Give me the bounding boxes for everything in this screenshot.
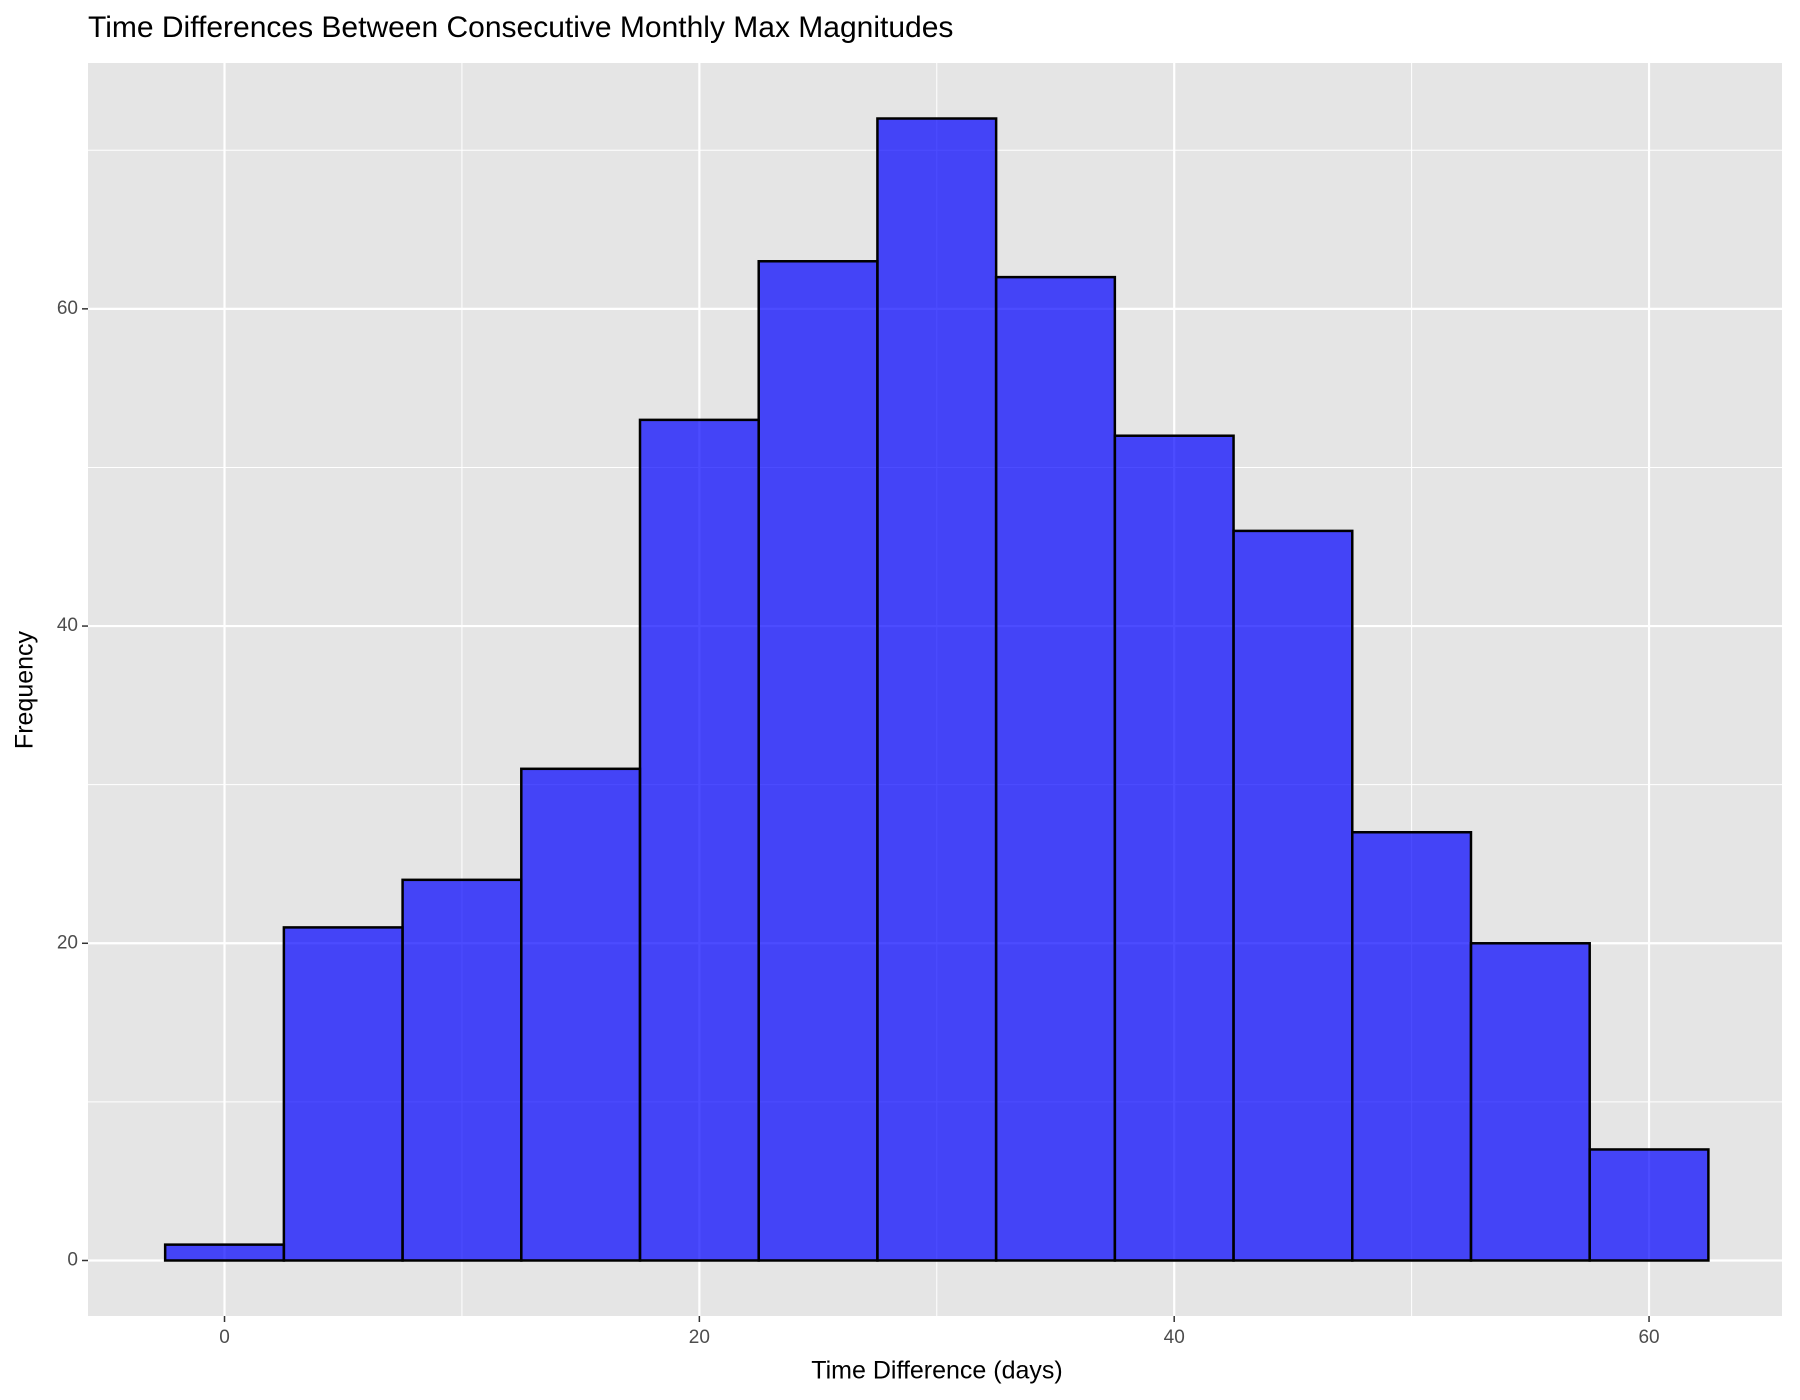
bar — [1351, 830, 1473, 1262]
y-axis-label: Frequency — [11, 630, 39, 749]
y-tick-label: 60 — [57, 298, 78, 319]
x-axis-label: Time Difference (days) — [811, 1357, 1062, 1385]
bar — [401, 878, 523, 1262]
bar — [994, 275, 1117, 1262]
x-tick-label: 60 — [1638, 1327, 1659, 1348]
bar — [1588, 1148, 1710, 1262]
chart-title: Time Differences Between Consecutive Mon… — [88, 11, 953, 44]
x-tick-label: 0 — [219, 1327, 230, 1348]
bar — [757, 260, 879, 1262]
y-tick-label: 40 — [57, 615, 78, 636]
bar — [163, 1243, 286, 1262]
bar — [1232, 529, 1354, 1262]
bar — [520, 767, 642, 1262]
bar — [1469, 942, 1591, 1262]
y-tick-label: 20 — [57, 932, 78, 953]
bar — [638, 418, 760, 1262]
y-tick-label: 0 — [67, 1250, 78, 1271]
bar — [282, 926, 404, 1262]
x-tick-label: 20 — [689, 1327, 710, 1348]
bar — [876, 117, 998, 1262]
bar — [1113, 434, 1235, 1262]
x-tick-label: 40 — [1164, 1327, 1185, 1348]
